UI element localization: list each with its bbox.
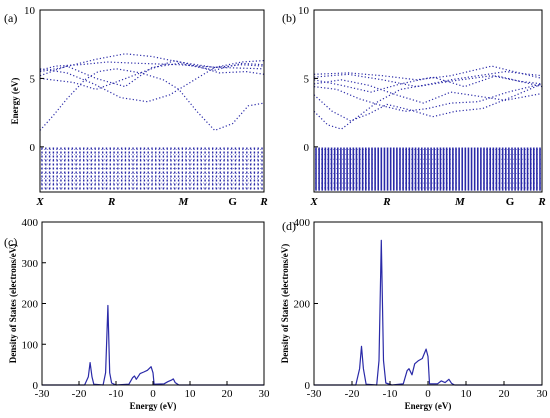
k-point-label: X: [309, 196, 318, 208]
x-axis-title: Energy (eV): [130, 401, 177, 411]
x-tick-label: 0: [150, 388, 156, 400]
y-tick-label: 0: [33, 380, 39, 392]
k-point-label: M: [177, 196, 189, 208]
panel-label: (c): [4, 235, 17, 249]
k-point-label: R: [259, 196, 267, 208]
conduction-band-1: [39, 61, 265, 71]
conduction-band-3: [39, 62, 265, 88]
y-tick-label: 300: [22, 258, 39, 270]
valence-bands: [315, 147, 541, 191]
dos-curve: [42, 304, 264, 386]
x-tick-label: 0: [425, 388, 431, 400]
panel-d: (d) 0 200 400 -30 -20 -10 0 10 20 30 Energy (eV) Den…: [280, 217, 548, 411]
y-tick-label: 5: [30, 73, 36, 85]
conduction-band-6: [313, 83, 543, 122]
k-point-label: R: [382, 196, 390, 208]
x-tick-label: -30: [35, 388, 50, 400]
y-tick-label: 200: [22, 299, 39, 311]
k-point-label: G: [506, 196, 515, 208]
k-point-label: G: [228, 196, 237, 208]
x-tick-label: 20: [499, 388, 511, 400]
x-tick-label: 10: [461, 388, 473, 400]
k-point-label: R: [107, 196, 115, 208]
panel-label: (b): [282, 11, 296, 25]
conduction-band-7: [313, 70, 543, 130]
x-tick-label: 30: [537, 388, 549, 400]
panel-label: (d): [282, 219, 296, 233]
y-tick-label: 400: [22, 217, 39, 229]
y-tick-label: 200: [294, 299, 311, 311]
x-tick-label: -10: [383, 388, 398, 400]
y-tick-label: 0: [305, 380, 311, 392]
y-tick-label: 0: [30, 142, 36, 154]
conduction-band-4: [39, 59, 265, 91]
x-tick-label: -20: [72, 388, 87, 400]
y-axis-title: Density of States (electrons/eV): [8, 244, 18, 364]
plot-frame: [41, 221, 265, 386]
dos-curve: [314, 239, 542, 386]
plot-frame: [313, 9, 543, 193]
k-point-label: R: [537, 196, 545, 208]
conduction-band-2: [39, 53, 265, 73]
y-tick-label: 10: [298, 5, 310, 17]
conduction-band-5: [313, 83, 543, 112]
x-tick-label: -30: [307, 388, 322, 400]
y-tick-label: 10: [24, 5, 36, 17]
plot-frame: [39, 9, 265, 193]
x-tick-label: 10: [185, 388, 197, 400]
y-tick-label: 5: [304, 73, 310, 85]
panel-b: (b) 0 5 10 X R M G R: [282, 5, 546, 208]
valence-bands: [41, 147, 263, 191]
y-tick-label: 0: [304, 142, 310, 154]
panel-label: (a): [4, 11, 17, 25]
x-tick-label: 20: [222, 388, 234, 400]
y-axis-title: Density of States (electrons/eV): [280, 244, 290, 364]
x-tick-label: -20: [345, 388, 360, 400]
k-point-label: X: [35, 196, 44, 208]
y-tick-label: 400: [294, 217, 311, 229]
panel-c: (c) 0 100 200 300 400 -30 -20 -10 0 10 20 30 Energy (…: [4, 217, 270, 411]
x-axis-title: Energy (eV): [405, 401, 452, 411]
conduction-band-6: [39, 68, 265, 131]
conduction-band-1: [313, 65, 543, 81]
y-axis-title: Energy (eV): [10, 78, 20, 125]
x-tick-label: 30: [259, 388, 271, 400]
y-tick-label: 100: [22, 339, 39, 351]
panel-a: (a) 0 5 10 X R M G R Energy (eV): [4, 5, 268, 208]
conduction-band-4: [313, 79, 543, 104]
k-point-label: M: [454, 196, 466, 208]
conduction-band-5: [39, 60, 265, 103]
x-tick-label: -10: [109, 388, 124, 400]
